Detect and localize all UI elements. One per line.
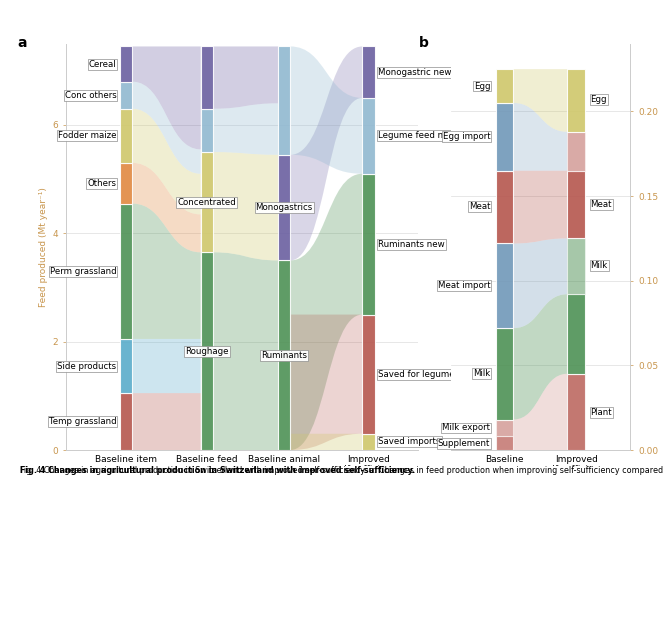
- PathPatch shape: [514, 171, 568, 244]
- Text: Milk: Milk: [591, 261, 608, 270]
- PathPatch shape: [514, 238, 568, 328]
- PathPatch shape: [290, 314, 363, 450]
- PathPatch shape: [290, 434, 363, 450]
- Bar: [568, 294, 585, 374]
- Text: Milk: Milk: [473, 369, 490, 378]
- Bar: [568, 69, 585, 132]
- PathPatch shape: [290, 46, 363, 174]
- Bar: [120, 82, 132, 109]
- Text: Fig. 4 Changes in agricultural production in Switzerland with improved self-suff: Fig. 4 Changes in agricultural productio…: [20, 466, 655, 548]
- Bar: [363, 314, 375, 434]
- Bar: [568, 132, 585, 171]
- PathPatch shape: [290, 46, 363, 261]
- Text: Saved for legumes: Saved for legumes: [378, 369, 459, 379]
- Text: b: b: [418, 36, 428, 49]
- Text: Ruminants new: Ruminants new: [378, 239, 445, 249]
- Bar: [568, 171, 585, 238]
- Bar: [201, 109, 213, 152]
- Bar: [496, 69, 514, 103]
- PathPatch shape: [132, 109, 201, 214]
- Text: Egg: Egg: [474, 82, 490, 91]
- Text: Fodder maize: Fodder maize: [58, 131, 117, 141]
- PathPatch shape: [132, 339, 201, 393]
- Text: Others: Others: [88, 179, 117, 187]
- Text: Fig. 4 Changes in agricultural production in Switzerland with improved self-suff: Fig. 4 Changes in agricultural productio…: [20, 466, 415, 474]
- PathPatch shape: [213, 152, 278, 261]
- Text: Conc others: Conc others: [64, 91, 117, 100]
- PathPatch shape: [132, 163, 201, 252]
- PathPatch shape: [213, 253, 278, 450]
- Text: a: a: [17, 36, 27, 49]
- Bar: [496, 171, 514, 244]
- Text: Egg import: Egg import: [443, 132, 490, 141]
- Text: Plant: Plant: [591, 408, 612, 418]
- Text: Meat: Meat: [591, 200, 612, 209]
- Text: Perm grassland: Perm grassland: [50, 267, 117, 276]
- Text: Roughage: Roughage: [185, 347, 229, 356]
- Bar: [120, 109, 132, 163]
- Bar: [201, 253, 213, 450]
- Bar: [278, 46, 290, 155]
- PathPatch shape: [132, 46, 201, 149]
- PathPatch shape: [514, 374, 568, 450]
- Y-axis label: Feed produced (Mt year⁻¹): Feed produced (Mt year⁻¹): [39, 187, 48, 307]
- Text: Temp grassland: Temp grassland: [49, 417, 117, 426]
- Bar: [496, 244, 514, 328]
- Bar: [120, 339, 132, 393]
- Text: Supplement: Supplement: [438, 439, 490, 448]
- Bar: [496, 419, 514, 436]
- Text: Meat import: Meat import: [438, 281, 490, 290]
- Text: Cereal: Cereal: [89, 59, 117, 69]
- Text: Meat: Meat: [469, 202, 490, 211]
- Text: Fig. 4 Changes in agricultural production in Switzerland with improved self-suff: Fig. 4 Changes in agricultural productio…: [20, 466, 415, 474]
- Bar: [363, 434, 375, 450]
- Bar: [201, 152, 213, 252]
- PathPatch shape: [513, 294, 568, 419]
- Bar: [568, 374, 585, 450]
- PathPatch shape: [132, 393, 201, 450]
- PathPatch shape: [514, 103, 568, 171]
- Text: Saved imports: Saved imports: [378, 438, 440, 446]
- Bar: [496, 328, 514, 419]
- PathPatch shape: [514, 69, 568, 132]
- Bar: [496, 436, 514, 450]
- Text: Side products: Side products: [57, 361, 117, 371]
- PathPatch shape: [213, 46, 278, 109]
- Text: Fig. 4 Changes in agricultural production in Switzerland with improved self-suff: Fig. 4 Changes in agricultural productio…: [20, 466, 663, 474]
- PathPatch shape: [213, 103, 278, 155]
- Bar: [278, 261, 290, 450]
- Text: Fig. 4 Changes in agricultural production in Switzerland with improved self-suff: Fig. 4 Changes in agricultural productio…: [0, 624, 1, 625]
- Text: Monogastric new: Monogastric new: [378, 68, 452, 77]
- Bar: [201, 46, 213, 109]
- PathPatch shape: [290, 174, 363, 450]
- PathPatch shape: [132, 82, 201, 174]
- PathPatch shape: [132, 204, 201, 339]
- Bar: [120, 204, 132, 339]
- Text: Concentrated: Concentrated: [178, 198, 236, 207]
- Text: Legume feed new: Legume feed new: [378, 131, 455, 141]
- Bar: [496, 103, 514, 171]
- Bar: [363, 174, 375, 314]
- Bar: [120, 46, 132, 82]
- Bar: [568, 238, 585, 294]
- Text: Ruminants: Ruminants: [261, 351, 307, 360]
- Text: Egg: Egg: [591, 95, 607, 104]
- Bar: [120, 163, 132, 204]
- Text: Monogastrics: Monogastrics: [255, 203, 313, 212]
- Bar: [278, 155, 290, 261]
- Text: Milk export: Milk export: [442, 424, 490, 432]
- Bar: [120, 393, 132, 450]
- Bar: [363, 98, 375, 174]
- Bar: [363, 46, 375, 98]
